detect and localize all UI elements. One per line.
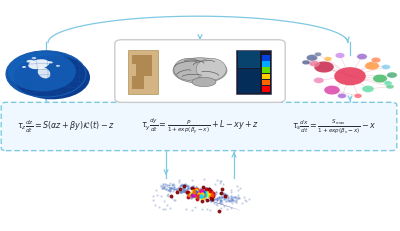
- Circle shape: [335, 53, 345, 58]
- FancyBboxPatch shape: [262, 74, 270, 79]
- Circle shape: [384, 81, 392, 85]
- FancyBboxPatch shape: [132, 55, 152, 64]
- Circle shape: [386, 84, 394, 89]
- Circle shape: [306, 55, 318, 61]
- FancyBboxPatch shape: [136, 64, 152, 76]
- FancyBboxPatch shape: [238, 51, 260, 68]
- Circle shape: [387, 72, 397, 78]
- Circle shape: [362, 85, 374, 92]
- Ellipse shape: [28, 59, 49, 69]
- Circle shape: [309, 61, 319, 67]
- Circle shape: [314, 77, 324, 83]
- Ellipse shape: [196, 58, 226, 80]
- Circle shape: [365, 62, 379, 70]
- Circle shape: [373, 74, 387, 83]
- Circle shape: [357, 54, 367, 60]
- Ellipse shape: [47, 61, 53, 64]
- Ellipse shape: [32, 57, 36, 59]
- FancyBboxPatch shape: [262, 61, 270, 67]
- Text: $\tau_s\frac{dx}{dt}=\frac{S_{max}}{1+exp(\beta_s-x)}-x$: $\tau_s\frac{dx}{dt}=\frac{S_{max}}{1+ex…: [292, 117, 376, 136]
- Ellipse shape: [174, 58, 204, 80]
- Circle shape: [8, 52, 76, 91]
- Circle shape: [314, 52, 322, 56]
- FancyBboxPatch shape: [262, 67, 270, 73]
- Circle shape: [354, 94, 362, 98]
- Circle shape: [334, 67, 366, 85]
- Circle shape: [324, 85, 340, 95]
- FancyBboxPatch shape: [1, 102, 397, 151]
- Circle shape: [338, 93, 346, 98]
- Circle shape: [371, 57, 381, 63]
- Ellipse shape: [56, 65, 60, 67]
- FancyBboxPatch shape: [115, 40, 285, 102]
- Ellipse shape: [26, 60, 34, 63]
- FancyBboxPatch shape: [262, 55, 270, 61]
- Circle shape: [302, 60, 310, 65]
- Ellipse shape: [192, 77, 216, 87]
- FancyBboxPatch shape: [262, 86, 270, 92]
- FancyBboxPatch shape: [128, 50, 158, 94]
- Circle shape: [382, 64, 390, 70]
- Circle shape: [6, 51, 86, 97]
- FancyBboxPatch shape: [132, 76, 144, 89]
- Text: $\tau_z\frac{dz}{dt}=S(\alpha z+\beta y)\mathcal{K}(t)-z$: $\tau_z\frac{dz}{dt}=S(\alpha z+\beta y)…: [17, 118, 115, 135]
- Ellipse shape: [38, 67, 50, 78]
- Text: $\tau_y\frac{dy}{dt}=\frac{P}{1+exp(\beta_y-x)}+L-xy+z$: $\tau_y\frac{dy}{dt}=\frac{P}{1+exp(\bet…: [141, 117, 259, 136]
- Circle shape: [324, 57, 332, 61]
- Circle shape: [14, 55, 90, 99]
- FancyBboxPatch shape: [262, 80, 270, 85]
- Circle shape: [314, 61, 334, 73]
- Ellipse shape: [173, 58, 227, 83]
- FancyBboxPatch shape: [238, 69, 260, 93]
- Ellipse shape: [22, 66, 26, 68]
- FancyBboxPatch shape: [236, 50, 271, 94]
